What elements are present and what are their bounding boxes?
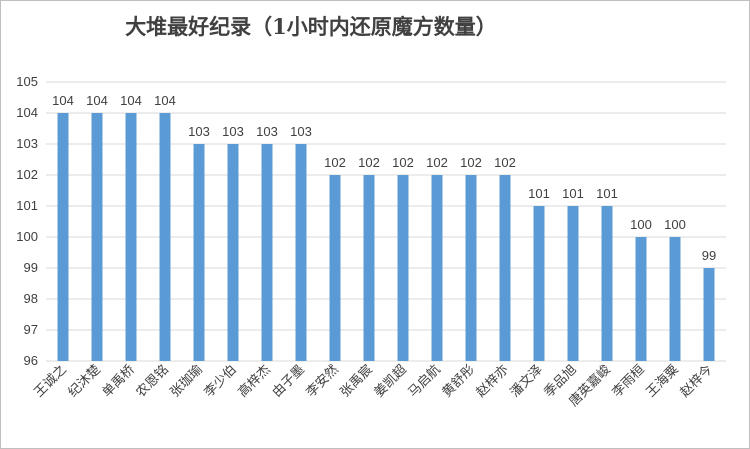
y-tick-label: 104 (16, 105, 38, 120)
category-label: 赵梓亦 (473, 362, 512, 401)
data-label: 101 (596, 186, 618, 201)
data-label: 103 (188, 124, 210, 139)
data-label: 104 (86, 93, 108, 108)
data-label: 102 (426, 155, 448, 170)
category-label: 李安然 (303, 362, 342, 401)
data-label: 103 (256, 124, 278, 139)
bar (499, 175, 511, 361)
data-label: 104 (52, 93, 74, 108)
category-label: 马启航 (405, 362, 444, 401)
data-label: 102 (392, 155, 414, 170)
y-tick-label: 97 (24, 322, 38, 337)
data-label: 104 (154, 93, 176, 108)
bar (669, 237, 681, 361)
bar (159, 113, 171, 361)
y-tick-label: 103 (16, 136, 38, 151)
y-tick-label: 101 (16, 198, 38, 213)
data-label: 102 (460, 155, 482, 170)
category-label: 由子墨 (270, 362, 308, 400)
category-label: 单禹桥 (100, 362, 138, 400)
y-tick-label: 105 (16, 74, 38, 89)
data-label: 102 (358, 155, 380, 170)
category-label: 姜凯超 (372, 362, 410, 400)
bar (125, 113, 137, 361)
category-label: 张禹宸 (337, 362, 376, 401)
data-label: 103 (222, 124, 244, 139)
bar (329, 175, 341, 361)
bar (567, 206, 579, 361)
category-label: 潘文泽 (508, 362, 546, 400)
data-label: 100 (630, 217, 652, 232)
bar (703, 268, 715, 361)
data-label: 104 (120, 93, 142, 108)
y-tick-label: 98 (24, 291, 38, 306)
category-label: 王海粟 (644, 362, 682, 400)
bar (533, 206, 545, 361)
category-label: 高梓杰 (235, 362, 274, 401)
data-label: 101 (562, 186, 584, 201)
bar (635, 237, 647, 361)
y-tick-label: 102 (16, 167, 38, 182)
chart-title: 大堆最好纪录（1小时内还原魔方数量） (125, 14, 497, 39)
bar (363, 175, 375, 361)
bar (431, 175, 443, 361)
y-tick-label: 99 (24, 260, 38, 275)
bar (397, 175, 409, 361)
category-label: 张珈瑜 (168, 362, 206, 400)
bar (295, 144, 307, 361)
category-label: 李少伯 (202, 362, 240, 400)
category-label: 黄舒彤 (440, 362, 478, 400)
data-label: 102 (494, 155, 516, 170)
data-label: 100 (664, 217, 686, 232)
bar (227, 144, 239, 361)
bar (193, 144, 205, 361)
category-label: 农恩铭 (134, 362, 172, 400)
data-label: 103 (290, 124, 312, 139)
bar (91, 113, 103, 361)
data-label: 102 (324, 155, 346, 170)
category-label: 赵梓今 (677, 362, 716, 401)
bar (261, 144, 273, 361)
category-label: 纪沐楚 (66, 362, 104, 400)
y-tick-label: 96 (24, 353, 38, 368)
y-tick-label: 100 (16, 229, 38, 244)
category-label: 李雨桓 (610, 362, 648, 400)
data-label: 99 (702, 248, 716, 263)
bar (465, 175, 477, 361)
bar (57, 113, 69, 361)
data-label: 101 (528, 186, 550, 201)
bar (601, 206, 613, 361)
